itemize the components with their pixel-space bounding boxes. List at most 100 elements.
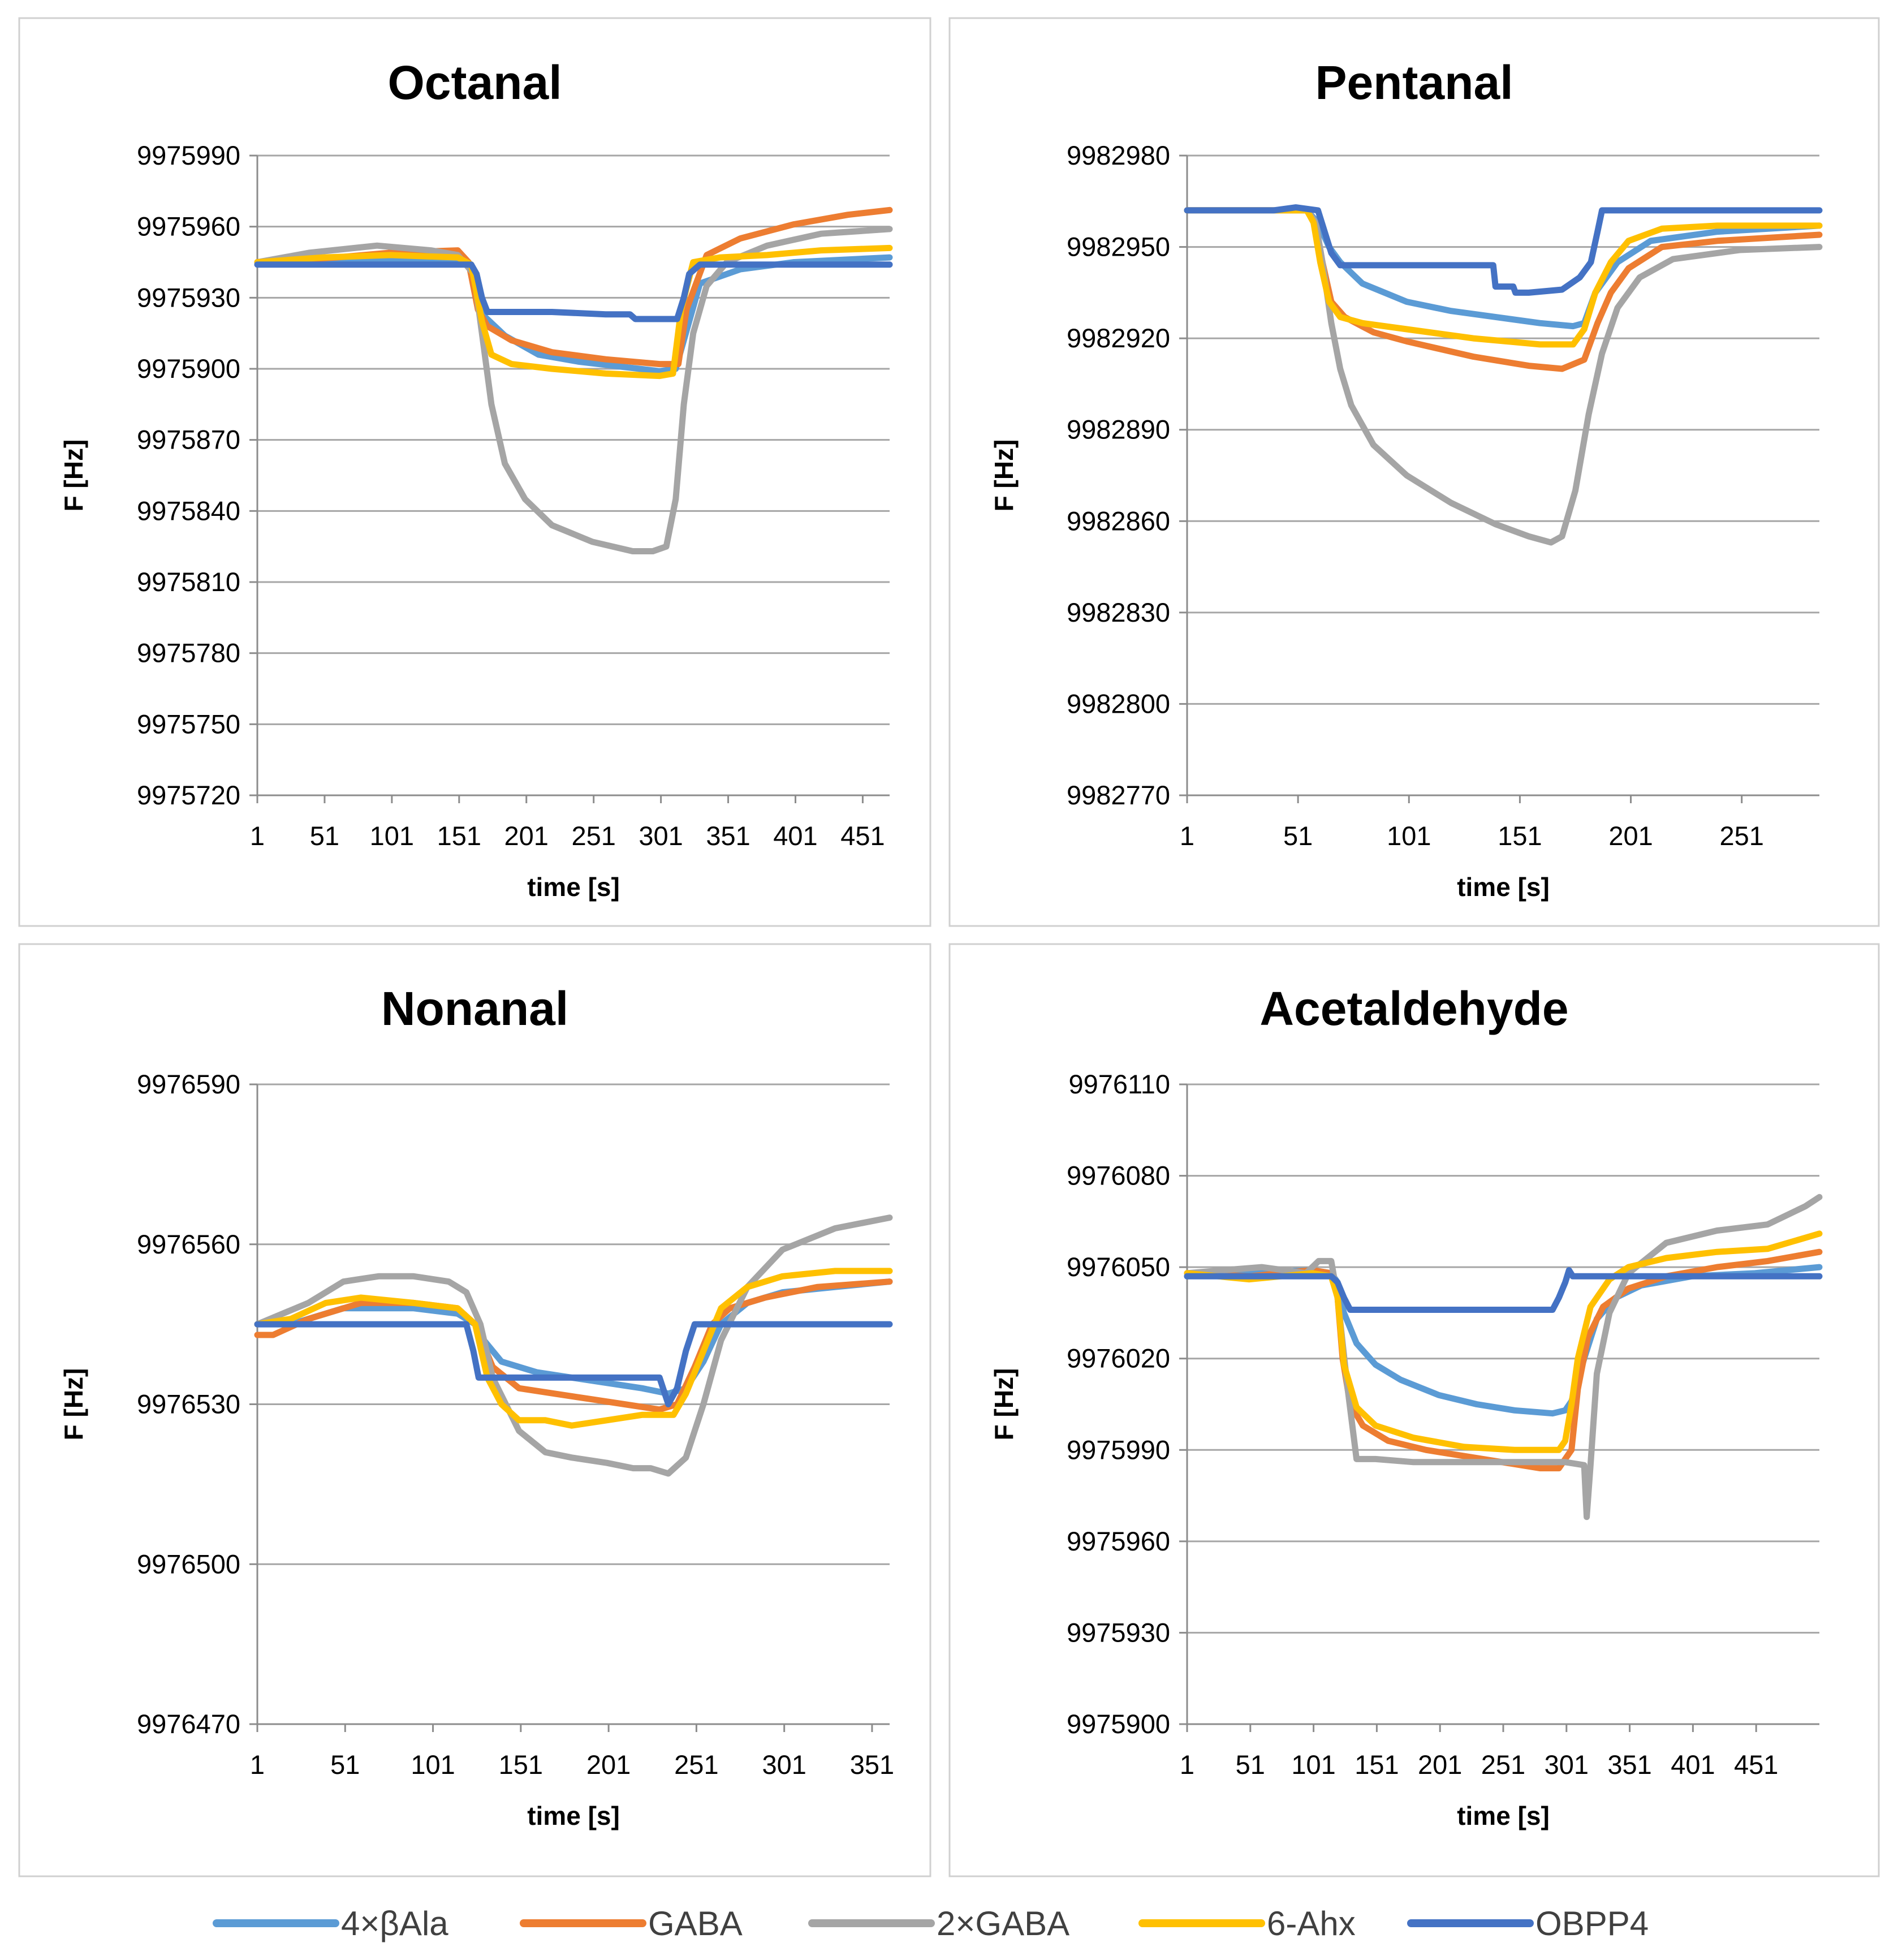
x-tick-label: 51 <box>310 821 339 851</box>
y-axis-label: F [Hz] <box>59 1368 88 1441</box>
y-tick-label: 9975990 <box>1067 1435 1170 1464</box>
legend-label: OBPP4 <box>1535 1905 1649 1942</box>
y-tick-label: 9976590 <box>137 1069 240 1099</box>
x-tick-label: 1 <box>250 1750 265 1780</box>
x-tick-label: 251 <box>674 1750 718 1780</box>
series-line-6-ahx <box>1184 1230 1823 1453</box>
y-tick-label: 9976470 <box>137 1709 240 1739</box>
panel-frame <box>18 17 931 927</box>
y-tick-label: 9975930 <box>1067 1617 1170 1647</box>
panel-frame <box>948 943 1880 1877</box>
x-tick-label: 1 <box>1180 1750 1194 1780</box>
y-tick-label: 9976110 <box>1069 1069 1171 1099</box>
x-tick-label: 401 <box>1671 1750 1715 1780</box>
series-line-obpp4 <box>1184 204 1823 296</box>
series-line-gaba <box>254 1278 893 1413</box>
x-axis-label: time [s] <box>1457 872 1550 902</box>
x-tick-label: 351 <box>1607 1750 1651 1780</box>
y-tick-label: 9982920 <box>1067 323 1170 353</box>
x-tick-label: 201 <box>586 1750 631 1780</box>
x-tick-label: 151 <box>1498 821 1542 851</box>
x-tick-label: 101 <box>1387 821 1431 851</box>
chart-pentanal: 9982770 9982800 9982830 9982860 9982890 99829… <box>948 17 1880 927</box>
x-tick-label: 301 <box>1545 1750 1589 1780</box>
x-tick-label: 301 <box>639 821 683 851</box>
x-tick-label: 51 <box>330 1750 360 1780</box>
x-tick-label: 51 <box>1283 821 1313 851</box>
y-tick-label: 9975960 <box>137 212 240 242</box>
x-tick-label: 1 <box>1180 821 1194 851</box>
x-tick-label: 201 <box>1418 1750 1462 1780</box>
chart-title: Acetaldehyde <box>1259 982 1568 1035</box>
x-tick-label: 1 <box>250 821 265 851</box>
y-axis-label: F [Hz] <box>989 1368 1019 1441</box>
y-tick-label: 9975870 <box>137 425 240 455</box>
y-tick-label: 9975990 <box>137 140 240 170</box>
y-tick-label: 9982770 <box>1067 780 1170 810</box>
series-line-obpp4 <box>1184 1267 1823 1313</box>
x-tick-label: 101 <box>370 821 414 851</box>
x-tick-label: 251 <box>1481 1750 1525 1780</box>
y-axis-label: F [Hz] <box>59 440 88 512</box>
y-tick-label: 9975810 <box>137 567 240 597</box>
legend-item: 4×βAla <box>213 1905 448 1942</box>
y-tick-label: 9976560 <box>137 1229 240 1259</box>
x-axis-label: time [s] <box>1457 1801 1550 1830</box>
chart-title: Pentanal <box>1315 56 1513 109</box>
x-tick-label: 151 <box>437 821 481 851</box>
x-tick-label: 451 <box>1734 1750 1778 1780</box>
series-line-6-ahx <box>254 1268 893 1429</box>
x-tick-label: 201 <box>504 821 549 851</box>
y-tick-label: 9976500 <box>137 1549 240 1579</box>
legend-item: GABA <box>520 1905 743 1942</box>
y-tick-label: 9975750 <box>137 709 240 739</box>
y-tick-label: 9975900 <box>1067 1709 1170 1739</box>
x-tick-label: 151 <box>1355 1750 1399 1780</box>
x-tick-label: 201 <box>1608 821 1653 851</box>
x-tick-label: 301 <box>762 1750 806 1780</box>
panel-frame <box>948 17 1880 927</box>
panel-frame <box>18 943 931 1877</box>
x-tick-label: 101 <box>1291 1750 1335 1780</box>
legend: 4×βAla GABA 2×GABA 6-Ahx OBPP4 <box>213 1905 1649 1942</box>
y-tick-label: 9975840 <box>137 496 240 525</box>
x-tick-label: 251 <box>1719 821 1763 851</box>
chart-acetaldehyde: 9975900 9975930 9975960 9975990 9976020 99760… <box>948 943 1880 1877</box>
legend-label: 6-Ahx <box>1267 1905 1356 1942</box>
legend-item: 2×GABA <box>808 1905 1069 1942</box>
x-tick-label: 451 <box>840 821 885 851</box>
y-tick-label: 9976020 <box>1067 1343 1170 1373</box>
x-tick-label: 351 <box>706 821 750 851</box>
x-tick-label: 101 <box>411 1750 455 1780</box>
series-line-2x-gaba <box>254 226 893 554</box>
y-tick-label: 9976080 <box>1067 1161 1170 1191</box>
x-tick-label: 51 <box>1236 1750 1265 1780</box>
y-tick-label: 9982980 <box>1067 140 1170 170</box>
y-tick-label: 9975930 <box>137 282 240 312</box>
y-tick-label: 9976530 <box>137 1389 240 1419</box>
legend-label: 2×GABA <box>937 1905 1069 1942</box>
legend-label: 4×βAla <box>341 1905 448 1942</box>
y-tick-label: 9975960 <box>1067 1526 1170 1556</box>
series-line-6-ahx <box>254 244 893 380</box>
y-tick-label: 9982830 <box>1067 597 1170 627</box>
legend-label: GABA <box>648 1905 743 1942</box>
chart-panels: 9975720 9975750 9975780 9975810 9975840 99758… <box>18 17 1880 1877</box>
x-tick-label: 151 <box>499 1750 543 1780</box>
series-line-obpp4 <box>254 1321 893 1407</box>
legend-item: OBPP4 <box>1407 1905 1649 1942</box>
y-tick-label: 9975720 <box>137 780 240 810</box>
series-line-obpp4 <box>254 261 893 322</box>
x-axis-label: time [s] <box>527 1801 620 1830</box>
chart-title: Octanal <box>387 56 562 109</box>
x-tick-label: 401 <box>773 821 817 851</box>
series-line-6-ahx <box>1184 207 1823 348</box>
x-tick-label: 351 <box>850 1750 894 1780</box>
legend-item: 6-Ahx <box>1138 1905 1356 1942</box>
y-tick-label: 9975900 <box>137 354 240 384</box>
y-tick-label: 9982950 <box>1067 232 1170 262</box>
x-axis-label: time [s] <box>527 872 620 902</box>
chart-title: Nonanal <box>381 982 568 1035</box>
